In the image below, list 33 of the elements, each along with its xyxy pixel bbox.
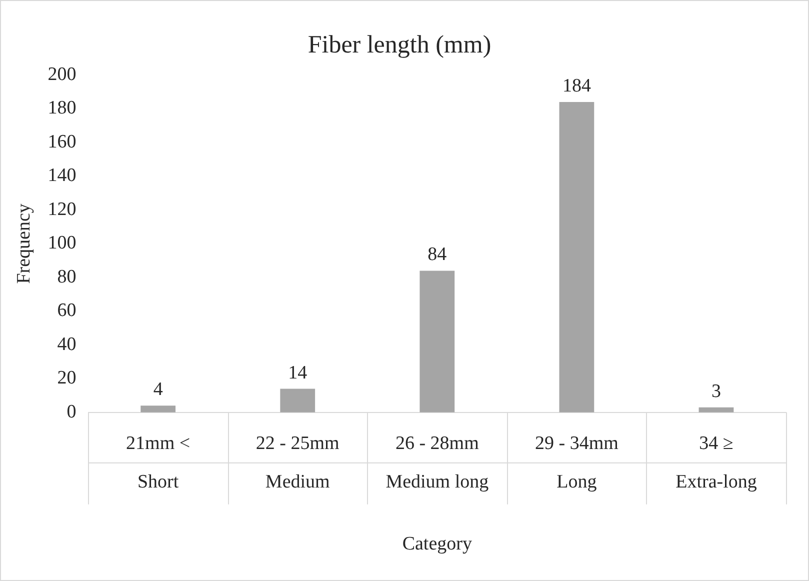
y-tick-label: 20 [57,368,76,389]
y-tick-label: 60 [57,300,76,322]
bar [280,388,316,412]
y-tick-label: 120 [48,198,76,220]
bar [420,270,455,412]
data-label: 3 [711,380,721,402]
x-tick-label: 34 ≥ [699,432,734,454]
text: Long [556,471,598,492]
data-label: 14 [288,362,308,384]
bar [140,406,176,412]
x-tick-label: 26 - 28mm [395,432,480,454]
y-tick-label: 80 [57,266,76,288]
y-tick-label: 200 [48,64,76,85]
x-tick-label: 22 - 25mm [256,432,340,454]
text: Medium [265,471,330,492]
text: Medium long [386,471,490,492]
y-tick-label: 40 [57,334,76,355]
y-axis-title: Frequency [13,203,34,284]
data-label: 84 [428,244,448,266]
data-label: 4 [153,379,164,400]
x-axis-title: Category [402,534,472,555]
y-tick-label: 160 [48,131,76,152]
y-tick-label: 140 [48,165,76,186]
bar [559,102,594,412]
text: Short [137,471,180,492]
x-tick-label: 29 - 34mm [534,432,619,454]
data-label: 184 [562,75,592,96]
chart-title: Fiber length (mm) [308,32,492,59]
y-tick-label: 0 [66,401,76,422]
y-tick-label: 100 [48,232,76,254]
y-tick-label: 180 [48,98,76,119]
x-tick-label: 21mm < [126,432,190,454]
text: Extra-long [676,471,758,492]
